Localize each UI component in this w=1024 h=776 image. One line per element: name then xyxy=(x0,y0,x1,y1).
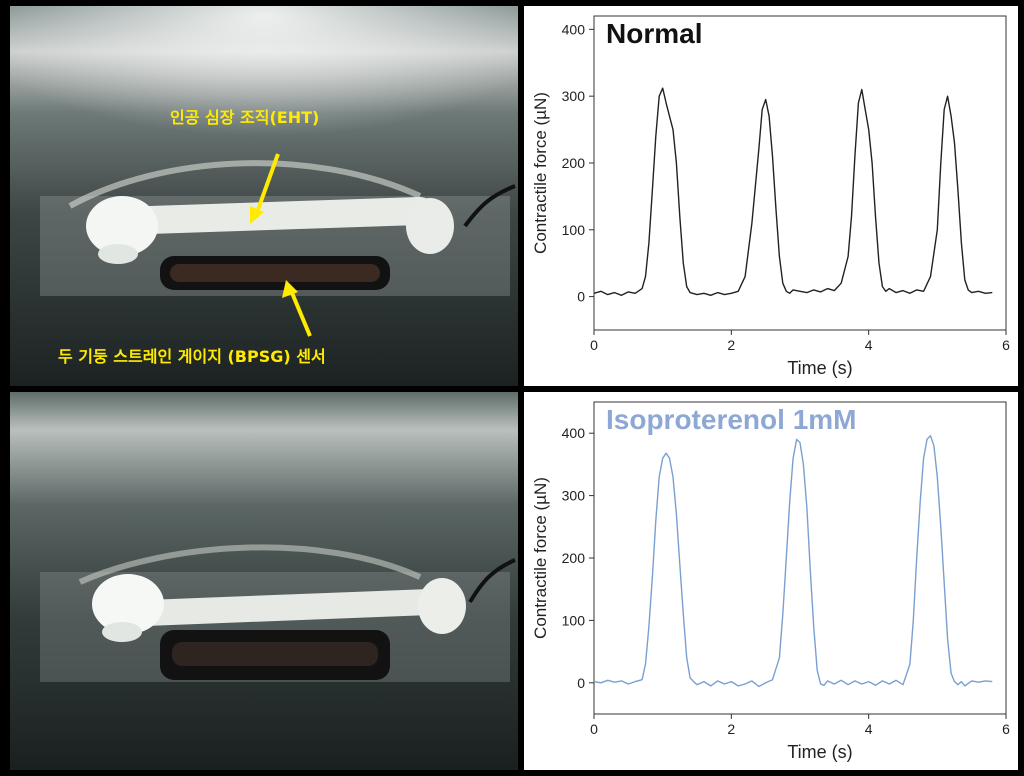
plot-frame xyxy=(593,401,1007,715)
chart-normal: 0 100 200 300 400 0 2 4 6 Time (s) Contractile for… xyxy=(524,6,1018,386)
force-trace-line xyxy=(593,87,993,296)
y-tick-label: 300 xyxy=(562,88,586,104)
x-tick-label: 0 xyxy=(590,337,598,353)
x-tick-label: 2 xyxy=(727,721,735,737)
x-tick-label: 4 xyxy=(865,337,873,353)
arrow-sensor-line xyxy=(288,287,312,337)
label-eht: 인공 심장 조직(EHT) xyxy=(170,108,319,127)
eht-photo-top: 인공 심장 조직(EHT) 두 기둥 스트레인 게이지 (BPSG) 센서 xyxy=(10,6,518,386)
arrow-eht-head xyxy=(250,206,264,224)
y-tick-label: 100 xyxy=(562,222,586,238)
x-axis-label: Time (s) xyxy=(787,358,852,378)
x-tick-label: 4 xyxy=(865,721,873,737)
y-tick-label: 0 xyxy=(577,289,585,305)
arrow-eht-line xyxy=(253,153,280,219)
y-tick-label: 200 xyxy=(562,550,586,566)
plot-frame xyxy=(593,15,1007,331)
x-tick-label: 0 xyxy=(590,721,598,737)
x-tick-label: 6 xyxy=(1002,337,1010,353)
y-tick-label: 100 xyxy=(562,612,586,628)
x-axis-label: Time (s) xyxy=(787,742,852,762)
arrow-sensor-head xyxy=(282,280,298,298)
y-axis-label: Contractile force (µN) xyxy=(531,92,550,254)
eht-photo-bottom xyxy=(10,392,518,770)
y-tick-label: 400 xyxy=(562,21,586,37)
chart-title: Isoproterenol 1mM xyxy=(606,404,856,435)
y-tick-label: 300 xyxy=(562,488,586,504)
x-tick-label: 6 xyxy=(1002,721,1010,737)
chart-title: Normal xyxy=(606,18,702,49)
force-trace-line xyxy=(593,435,993,688)
y-tick-label: 400 xyxy=(562,425,586,441)
y-tick-label: 200 xyxy=(562,155,586,171)
y-axis-label: Contractile force (µN) xyxy=(531,477,550,639)
x-tick-label: 2 xyxy=(727,337,735,353)
chart-isoproterenol: 0 100 200 300 400 0 2 4 6 Time (s) Contractile for… xyxy=(524,392,1018,770)
y-tick-label: 0 xyxy=(577,675,585,691)
label-sensor: 두 기둥 스트레인 게이지 (BPSG) 센서 xyxy=(58,347,326,366)
